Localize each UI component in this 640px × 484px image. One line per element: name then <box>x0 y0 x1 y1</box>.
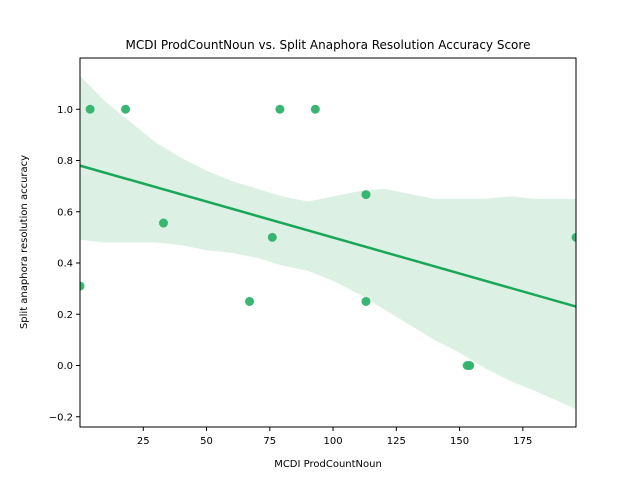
y-axis-ticks: −0.2 0.0 0.2 0.4 0.6 0.8 1.0 <box>49 105 80 423</box>
x-tick-label: 50 <box>200 436 213 447</box>
data-point <box>245 296 255 306</box>
data-point <box>267 232 277 242</box>
confidence-band-layer <box>80 75 576 410</box>
y-tick-label: 0.6 <box>57 207 73 218</box>
y-tick-label: 0.8 <box>57 156 73 167</box>
data-point <box>361 190 371 200</box>
x-tick-label: 175 <box>513 436 532 447</box>
x-tick-label: 100 <box>324 436 343 447</box>
data-point <box>361 296 371 306</box>
data-point <box>465 361 475 370</box>
y-tick-label: 0.0 <box>57 361 73 372</box>
regression-line-layer <box>79 164 577 308</box>
x-axis-ticks: 25 50 75 100 125 150 175 <box>137 427 532 447</box>
x-tick-label: 25 <box>137 436 150 447</box>
y-tick-label: 0.2 <box>57 310 73 321</box>
y-axis-label: Split anaphora resolution accuracy <box>19 155 30 329</box>
x-axis-label: MCDI ProdCountNoun <box>274 459 382 470</box>
y-tick-label: −0.2 <box>49 412 73 423</box>
y-tick-label: 0.4 <box>57 259 73 270</box>
x-tick-label: 125 <box>387 436 406 447</box>
x-tick-label: 75 <box>263 436 276 447</box>
plot-frame <box>79 57 577 428</box>
data-points-layer <box>80 104 576 370</box>
data-point <box>121 104 131 114</box>
data-point <box>80 281 85 291</box>
y-tick-label: 1.0 <box>57 105 73 116</box>
x-tick-label: 150 <box>450 436 469 447</box>
data-point <box>571 232 576 242</box>
data-point <box>310 104 320 114</box>
data-point <box>85 104 95 114</box>
regression-line <box>79 164 577 308</box>
confidence-band <box>80 75 576 410</box>
data-point <box>275 104 285 114</box>
axes-frame <box>79 57 577 428</box>
data-point <box>159 218 169 228</box>
chart-title: MCDI ProdCountNoun vs. Split Anaphora Re… <box>126 38 531 52</box>
